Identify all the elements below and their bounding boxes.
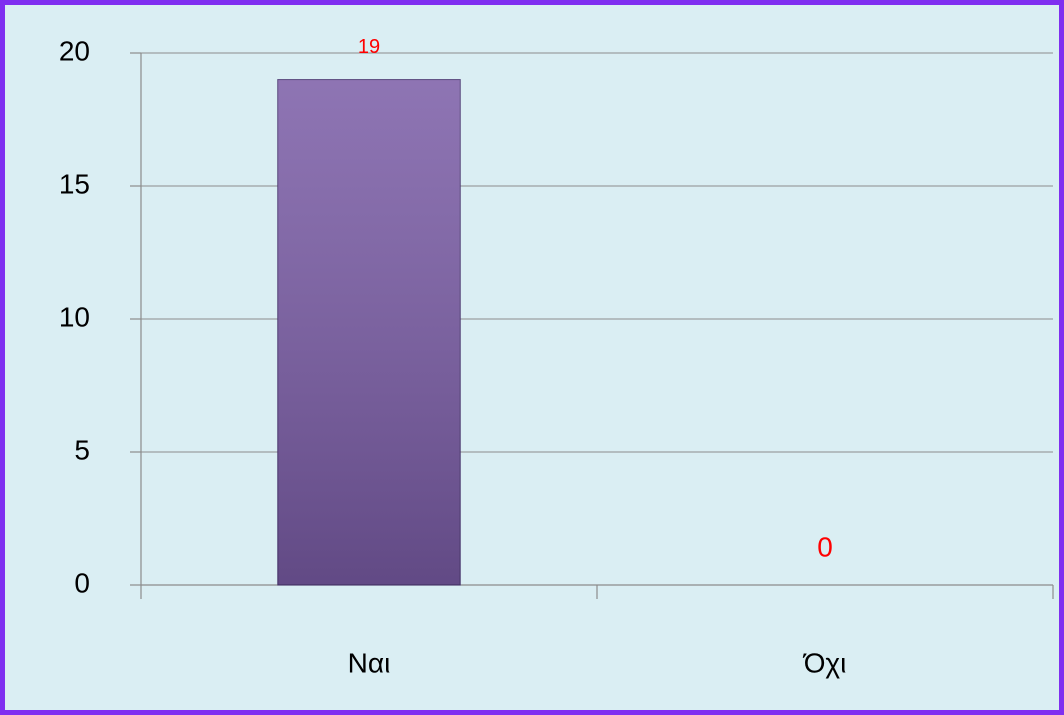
- x-tick-label: Ναι: [348, 647, 391, 678]
- x-tick-label: Όχι: [803, 647, 847, 678]
- y-tick-label: 10: [59, 301, 90, 332]
- y-tick-label: 5: [74, 434, 90, 465]
- bar-shade: [277, 79, 461, 585]
- value-label: 19: [358, 36, 380, 58]
- y-tick-label: 0: [74, 567, 90, 598]
- y-tick-label: 20: [59, 35, 90, 66]
- value-label: 0: [817, 531, 833, 562]
- y-tick-label: 15: [59, 168, 90, 199]
